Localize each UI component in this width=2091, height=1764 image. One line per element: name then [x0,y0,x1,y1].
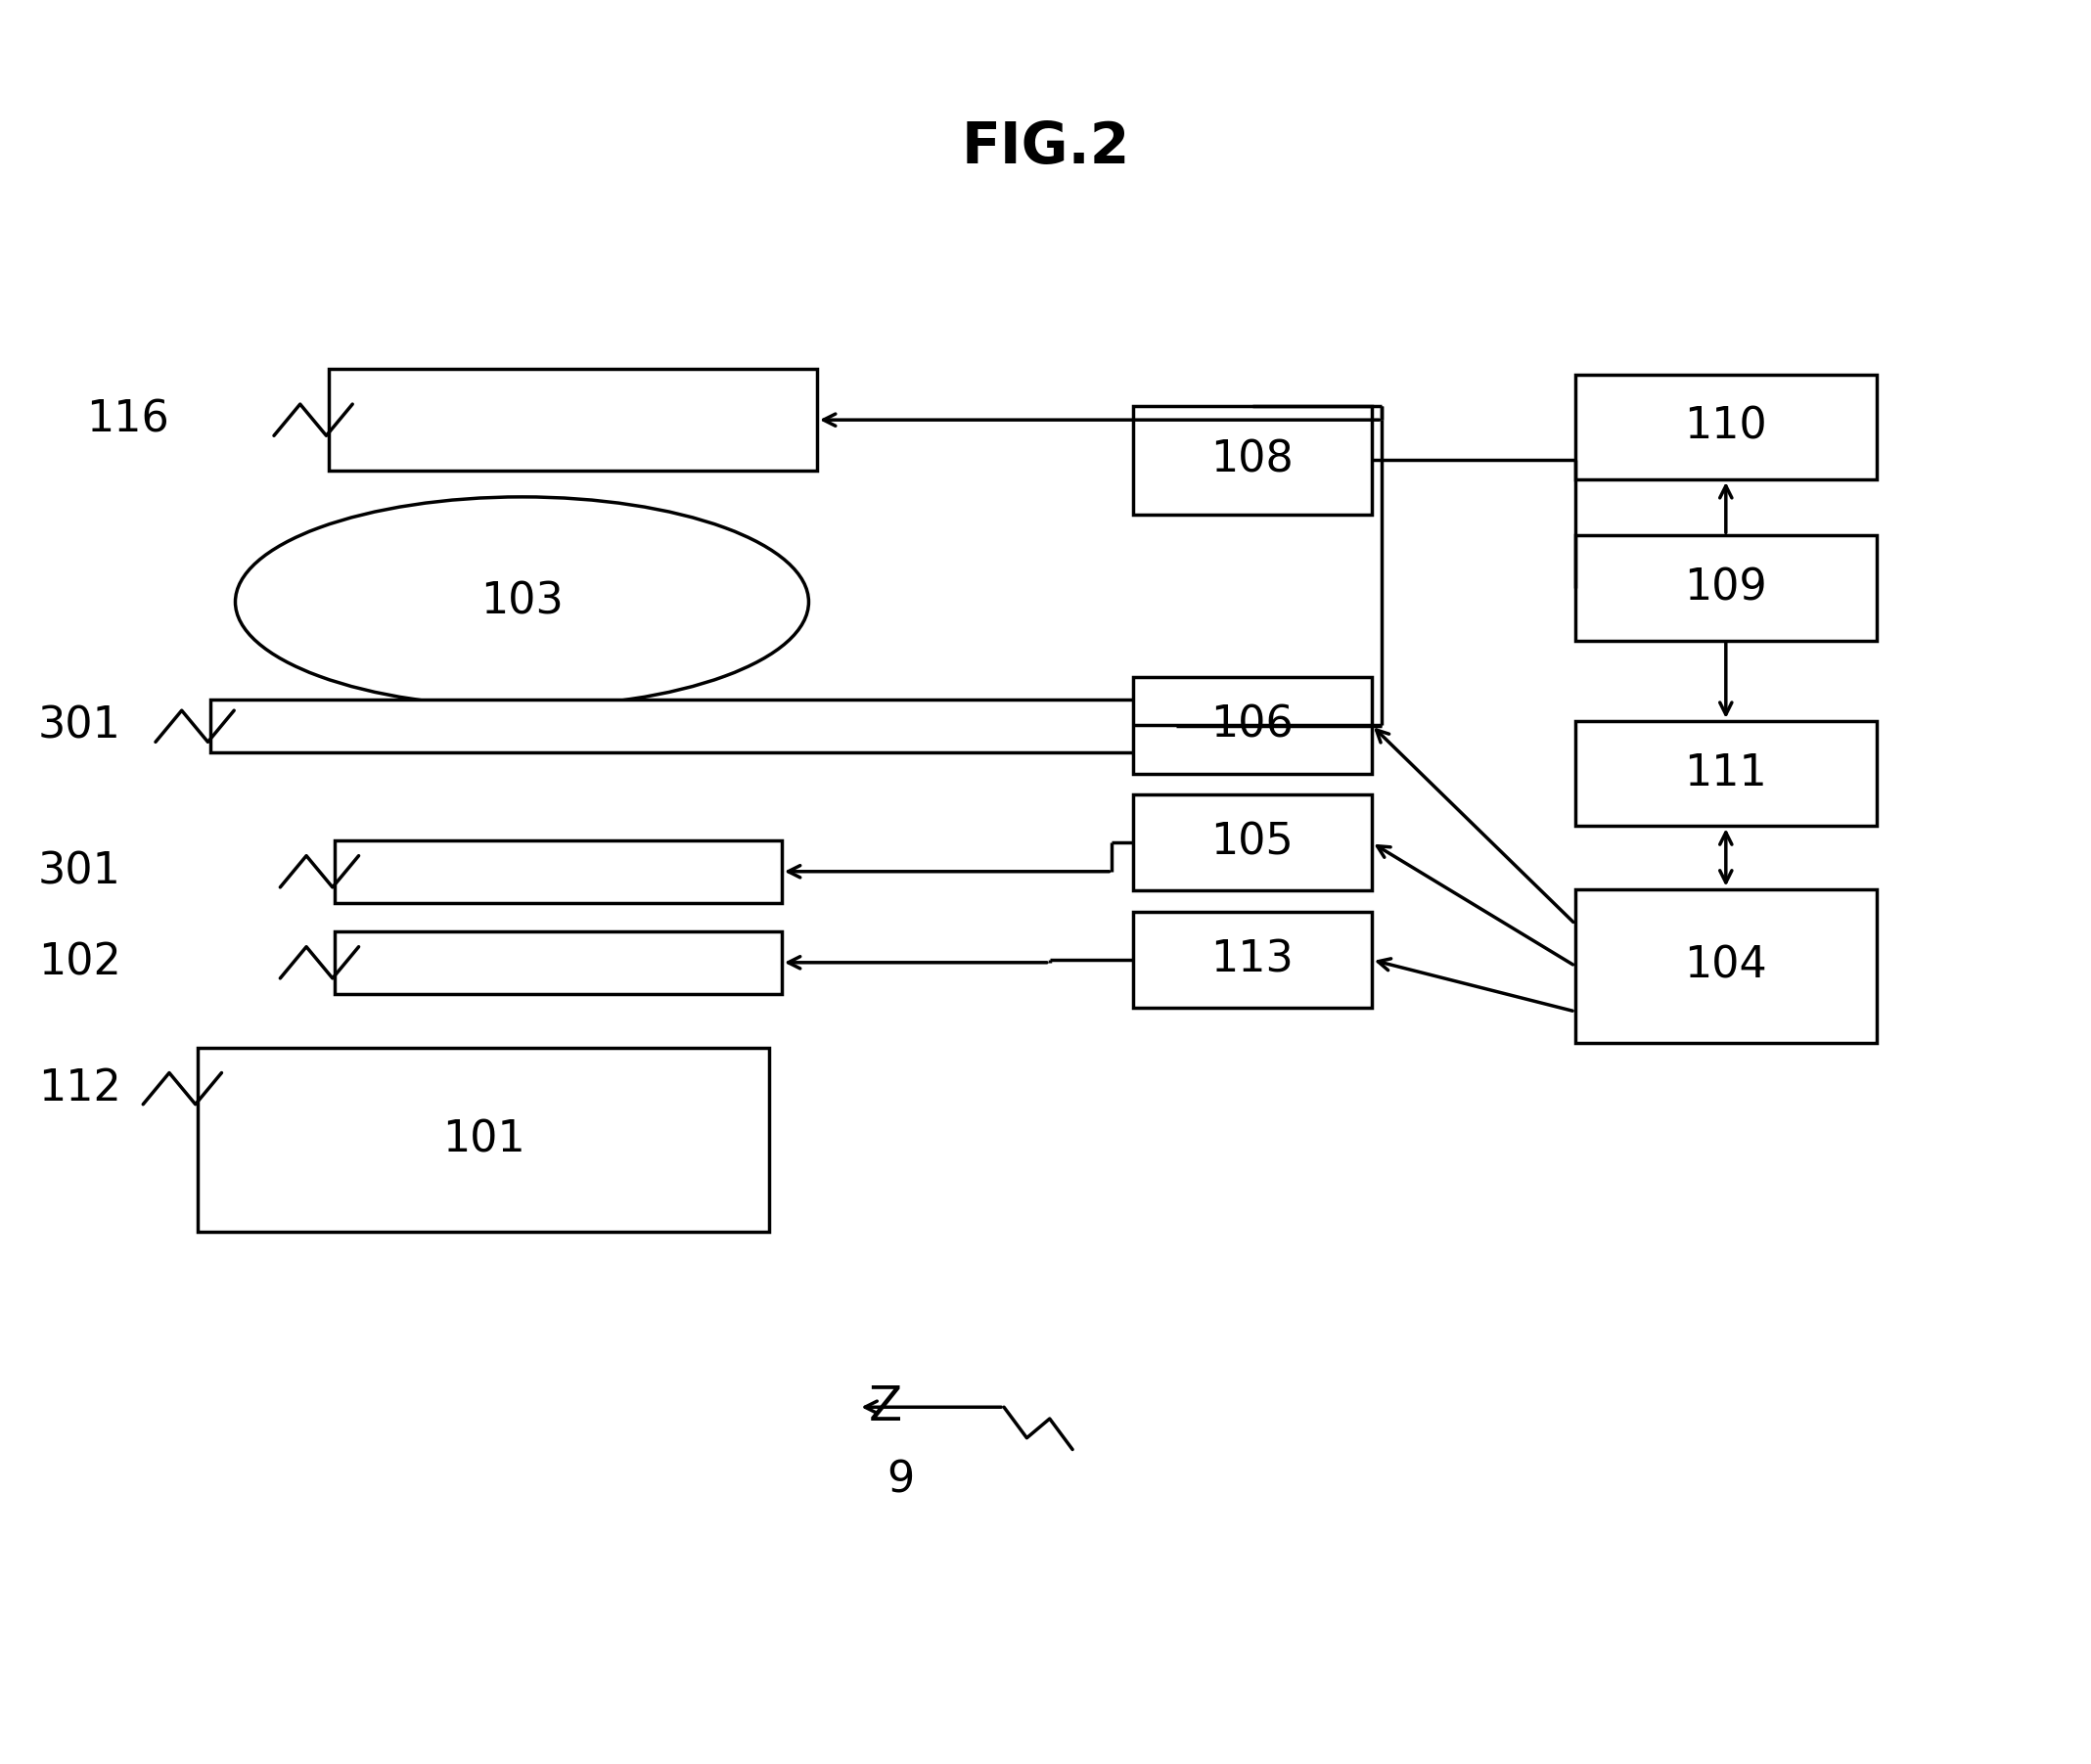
Text: 105: 105 [1211,822,1294,864]
FancyBboxPatch shape [1133,406,1372,515]
FancyBboxPatch shape [335,931,782,995]
FancyBboxPatch shape [1575,374,1876,480]
FancyBboxPatch shape [211,700,1177,753]
Text: 111: 111 [1685,753,1767,794]
FancyBboxPatch shape [335,840,782,903]
FancyBboxPatch shape [328,369,818,471]
FancyBboxPatch shape [1133,677,1372,773]
Ellipse shape [236,497,809,707]
Text: 104: 104 [1685,946,1767,988]
Text: 116: 116 [86,399,169,441]
Text: 9: 9 [887,1459,914,1501]
Text: 108: 108 [1211,439,1294,482]
FancyBboxPatch shape [1575,889,1876,1043]
Text: 112: 112 [38,1067,121,1110]
Text: 301: 301 [38,706,121,748]
Text: 113: 113 [1211,938,1294,981]
Text: Z: Z [870,1383,903,1431]
Text: 101: 101 [441,1118,525,1161]
Text: 109: 109 [1685,566,1767,609]
Text: 110: 110 [1685,406,1767,448]
FancyBboxPatch shape [1575,721,1876,826]
FancyBboxPatch shape [1133,794,1372,891]
Text: 103: 103 [481,580,562,623]
Text: FIG.2: FIG.2 [962,118,1129,175]
Text: 102: 102 [38,942,121,984]
Text: 301: 301 [38,850,121,893]
FancyBboxPatch shape [1133,912,1372,1007]
FancyBboxPatch shape [199,1048,769,1231]
Text: 106: 106 [1211,704,1294,746]
FancyBboxPatch shape [1575,536,1876,640]
